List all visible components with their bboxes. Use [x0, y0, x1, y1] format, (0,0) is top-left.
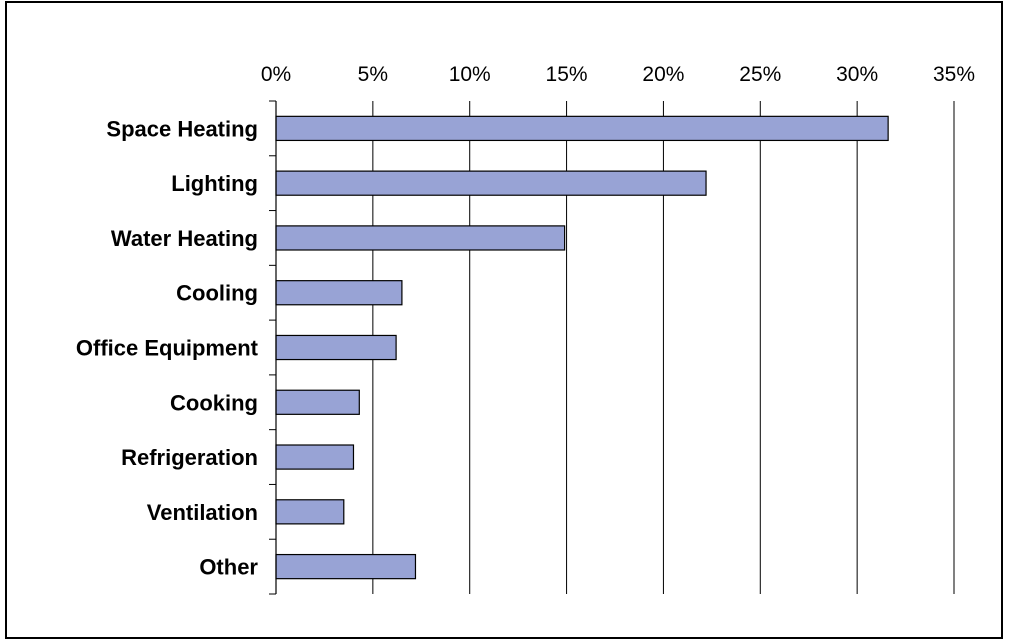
x-tick-label-0: 0% — [261, 63, 291, 86]
category-label-cooling: Cooling — [176, 281, 258, 306]
category-label-water-heating: Water Heating — [111, 226, 258, 251]
bar-ventilation — [275, 499, 345, 525]
bars — [275, 115, 889, 580]
bar-cooling — [275, 280, 403, 306]
x-tick-label-6: 30% — [836, 63, 878, 86]
x-tick-label-1: 5% — [358, 63, 388, 86]
bar-cooking — [275, 389, 360, 415]
bar-office-equipment — [275, 334, 397, 361]
category-label-lighting: Lighting — [171, 171, 258, 196]
x-tick-label-2: 10% — [449, 63, 491, 86]
chart-frame — [5, 1, 1003, 639]
x-tick-label-7: 35% — [933, 63, 975, 86]
category-label-office-equipment: Office Equipment — [76, 336, 259, 361]
category-label-cooking: Cooking — [170, 390, 258, 415]
category-label-other: Other — [199, 555, 258, 580]
bar-lighting — [275, 170, 707, 196]
category-label-space-heating: Space Heating — [106, 116, 258, 141]
labels: 0% 5% 10% 15% 20% 25% 30% 35% Space Heating Light… — [76, 63, 975, 580]
bar-refrigeration — [275, 444, 355, 470]
x-tick-label-4: 20% — [642, 63, 684, 86]
x-tick-label-5: 25% — [739, 63, 781, 86]
category-label-ventilation: Ventilation — [147, 500, 258, 525]
bar-space-heating — [275, 115, 889, 142]
x-tick-label-3: 15% — [546, 63, 588, 86]
axes — [269, 100, 277, 595]
bar-other — [275, 553, 417, 580]
bar-water-heating — [275, 225, 566, 251]
category-label-refrigeration: Refrigeration — [121, 445, 258, 470]
